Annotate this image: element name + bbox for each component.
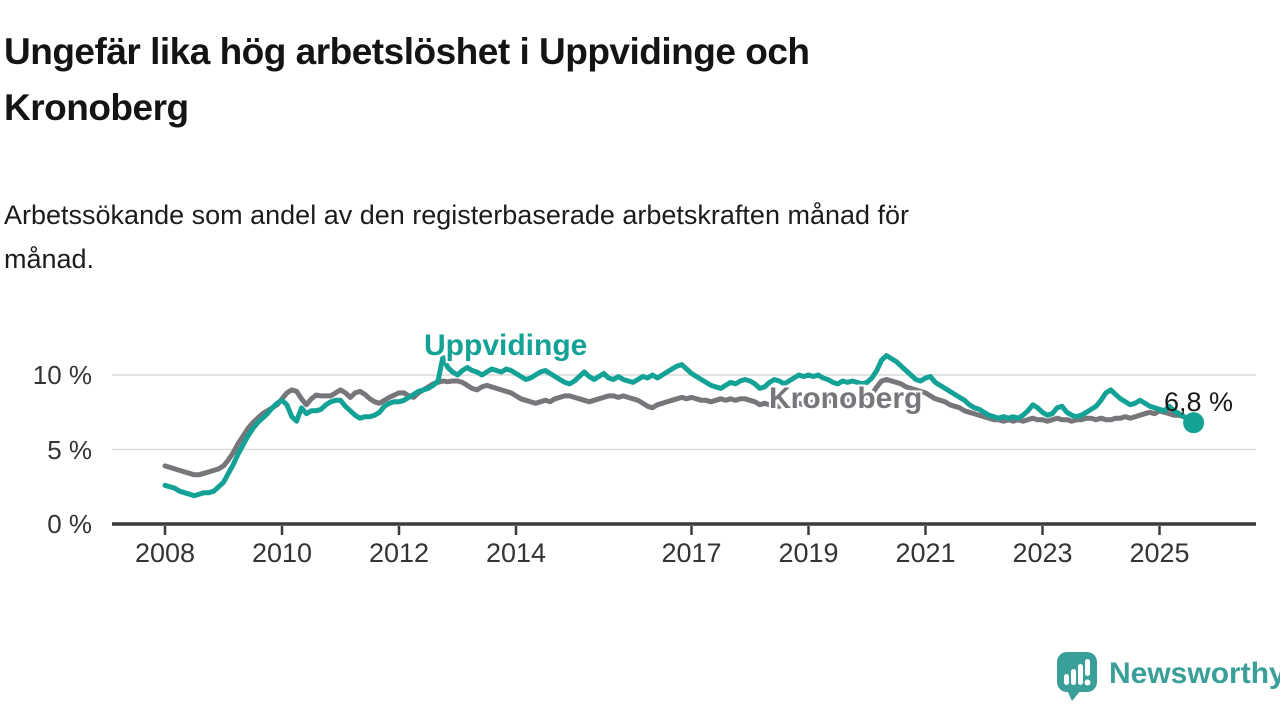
newsworthy-logo-icon: [1057, 652, 1097, 701]
newsworthy-logo[interactable]: Newsworthy: [1056, 651, 1280, 701]
x-tick-label: 2012: [368, 538, 430, 568]
x-tick-label: 2025: [1129, 538, 1190, 568]
y-tick-label: 0 %: [47, 509, 92, 539]
newsworthy-wordmark: Newsworthy: [1109, 657, 1280, 690]
page-subtitle: Arbetssökande som andel av den registerb…: [4, 200, 910, 274]
series-label-uppvidinge: Uppvidinge: [424, 329, 588, 362]
end-value-label: 6,8 %: [1164, 387, 1234, 417]
series-label-kronoberg: Kronoberg: [769, 382, 923, 415]
x-tick-label: 2019: [778, 538, 839, 568]
x-tick-label: 2023: [1012, 538, 1073, 568]
page-title: Ungefär lika hög arbetslöshet i Uppvidin…: [4, 31, 810, 128]
x-tick-label: 2008: [134, 538, 196, 568]
series-line-uppvidinge: [162, 353, 1197, 499]
x-tick-label: 2014: [485, 538, 547, 568]
end-point-dot: [1183, 412, 1205, 434]
y-tick-label: 5 %: [47, 434, 92, 465]
y-tick-label: 10 %: [32, 360, 92, 390]
x-tick-label: 2010: [251, 538, 313, 568]
series-line-kronoberg: [162, 377, 1197, 478]
x-tick-label: 2021: [895, 538, 956, 568]
x-tick-label: 2017: [661, 538, 722, 568]
